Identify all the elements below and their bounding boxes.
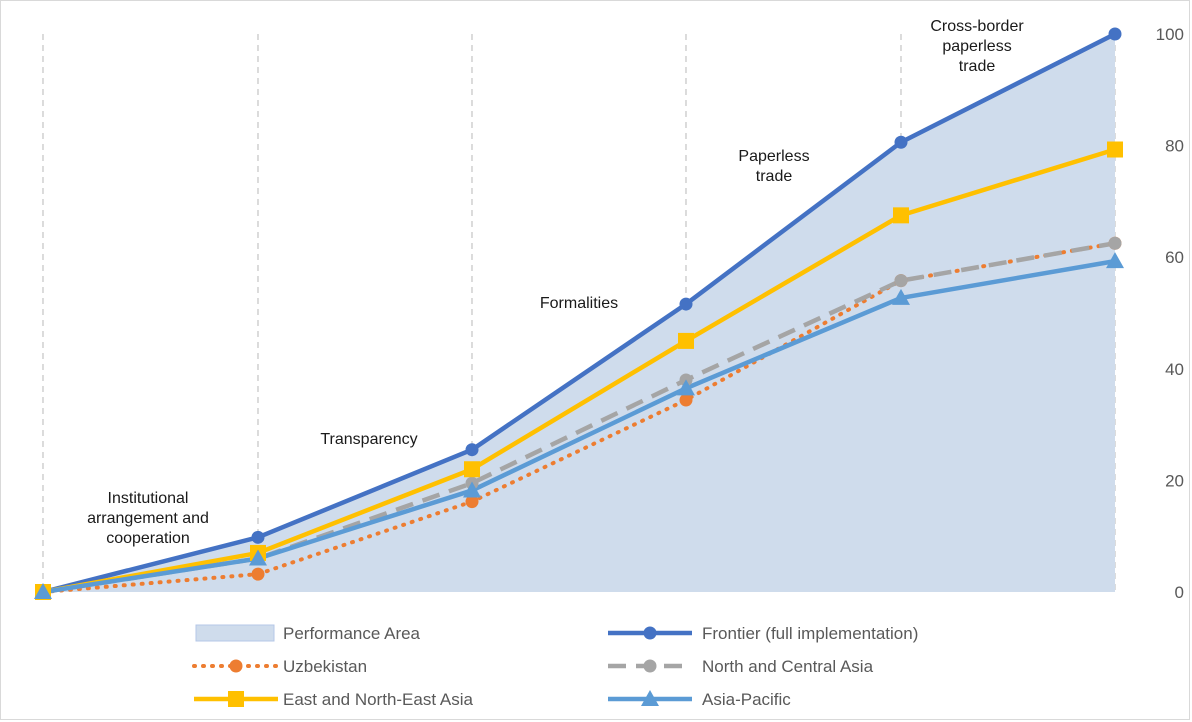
category-label-1-line-1: arrangement and (87, 510, 209, 527)
marker-east-and-north-east-asia-3 (678, 332, 694, 349)
ytick-label-40: 40 (1165, 360, 1184, 379)
marker-asia-pacific-1 (249, 549, 267, 566)
category-labels: Institutional arrangement and cooperation T… (87, 18, 1024, 547)
performance-area (43, 34, 1115, 592)
ytick-label-60: 60 (1165, 248, 1184, 267)
marker-frontier-full-implementation-1 (251, 530, 265, 544)
marker-uzbekistan-2 (465, 495, 479, 509)
category-label-5-line-2: trade (959, 58, 996, 75)
legend-swatch-performance-area (195, 624, 275, 642)
marker-frontier-full-implementation-2 (465, 443, 479, 457)
series-line-asia-pacific (40, 258, 1118, 595)
category-label-5-line-0: Cross-border (930, 18, 1024, 35)
marker-north-and-central-asia-5 (1108, 236, 1122, 250)
category-label-4-line-0: Paperless (738, 148, 809, 165)
legend: Performance Area Frontier (full implement… (192, 624, 918, 709)
ytick-label-20: 20 (1165, 471, 1184, 490)
ytick-label-0: 0 (1175, 583, 1184, 602)
legend-label-uzbekistan: Uzbekistan (283, 657, 367, 676)
legend-label-frontier-full-implementation: Frontier (full implementation) (702, 624, 918, 643)
marker-asia-pacific-0 (34, 583, 52, 599)
series-lines (40, 31, 1118, 595)
series-markers (34, 27, 1124, 600)
marker-asia-pacific-5 (1106, 252, 1124, 269)
ytick-label-100: 100 (1156, 25, 1184, 44)
marker-east-and-north-east-asia-4 (893, 207, 909, 224)
series-line-uzbekistan (41, 241, 1117, 594)
marker-asia-pacific-2 (463, 481, 481, 498)
ytick-label-80: 80 (1165, 137, 1184, 156)
marker-uzbekistan-1 (251, 567, 265, 581)
series-line-frontier-full-implementation (40, 31, 1118, 595)
series-line-east-and-north-east-asia (40, 147, 1118, 595)
marker-uzbekistan-3 (679, 393, 693, 407)
legend-marker-east-and-north-east-asia (228, 691, 244, 707)
marker-east-and-north-east-asia-5 (1107, 141, 1123, 158)
marker-asia-pacific-3 (677, 379, 695, 396)
legend-label-east-and-north-east-asia: East and North-East Asia (283, 690, 473, 709)
marker-north-and-central-asia-4 (894, 274, 908, 288)
legend-marker-uzbekistan (229, 659, 243, 673)
marker-frontier-full-implementation-3 (679, 297, 693, 311)
marker-east-and-north-east-asia-2 (464, 461, 480, 478)
legend-label-asia-pacific: Asia-Pacific (702, 690, 791, 709)
legend-marker-north-and-central-asia (643, 659, 657, 673)
category-label-1-line-2: cooperation (106, 530, 190, 547)
marker-frontier-full-implementation-5 (1108, 27, 1122, 41)
category-label-3-line-0: Formalities (540, 295, 618, 312)
legend-label-performance-area: Performance Area (283, 624, 421, 643)
legend-marker-frontier-full-implementation (643, 626, 657, 640)
category-label-4-line-1: trade (756, 168, 793, 185)
marker-asia-pacific-4 (892, 288, 910, 305)
performance-area-shape (43, 34, 1115, 592)
category-label-1-line-0: Institutional (108, 490, 189, 507)
y-axis-ticks: 0 20 40 60 80 100 (1156, 25, 1184, 602)
category-label-5-line-1: paperless (942, 38, 1011, 55)
legend-label-north-and-central-asia: North and Central Asia (702, 657, 874, 676)
legend-marker-asia-pacific (641, 690, 659, 706)
marker-frontier-full-implementation-4 (894, 135, 908, 149)
category-label-2-line-0: Transparency (320, 431, 417, 448)
